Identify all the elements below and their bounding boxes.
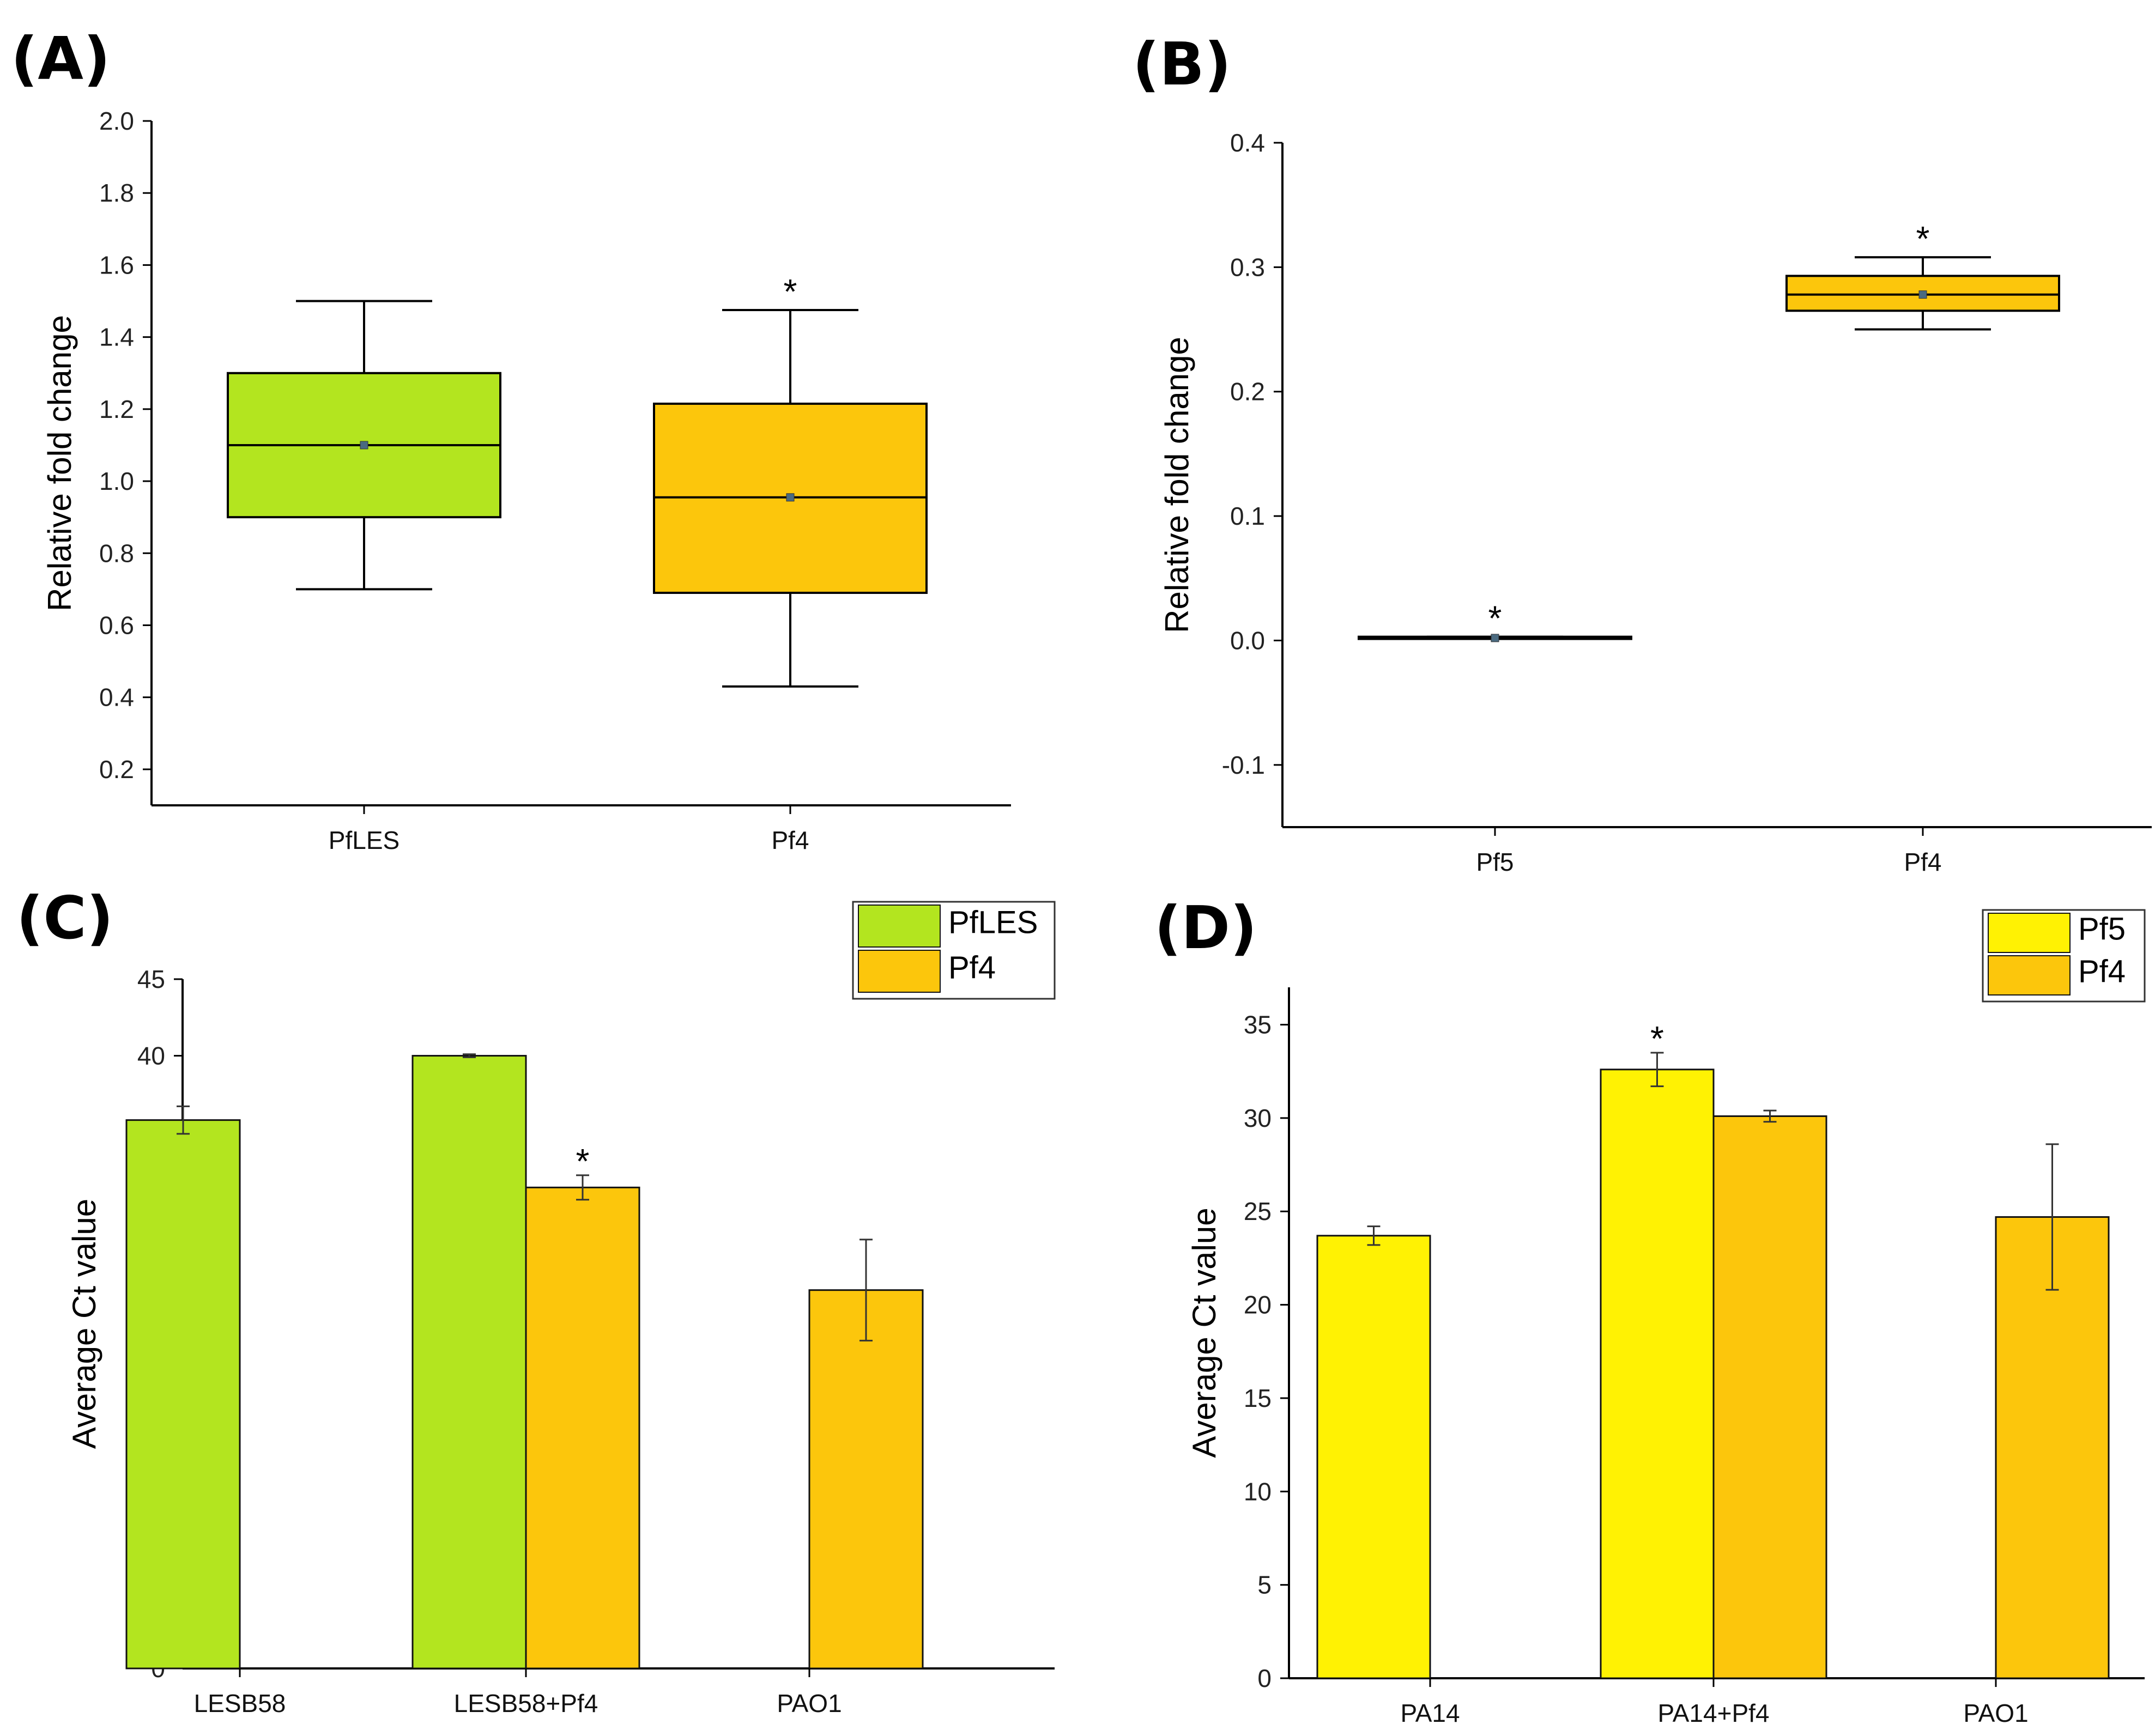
y-tick-label: 0 [1257, 1664, 1272, 1692]
y-tick-label: 0.1 [1230, 502, 1265, 530]
bar-pf5 [1316, 1235, 1431, 1679]
bar-pf4 [525, 1186, 640, 1670]
panel-label: (A) [11, 25, 110, 93]
y-tick-label: 0.0 [1230, 626, 1265, 654]
y-axis-label: Relative fold change [41, 315, 78, 611]
y-tick-label: 45 [137, 965, 165, 993]
mean-marker [786, 493, 795, 502]
panel-d: (D) 0 5 10 15 20 25 30 35 Average Ct value PA14 * PA… [1154, 894, 2146, 1727]
legend-swatch [1988, 913, 2071, 953]
x-tick-label: Pf4 [771, 826, 809, 854]
y-tick-label: 0.4 [1230, 129, 1265, 157]
significance-marker: * [576, 1142, 590, 1181]
bar-pf4 [1995, 1216, 2110, 1679]
x-tick-label: PA14+Pf4 [1657, 1699, 1769, 1727]
significance-marker: * [784, 272, 797, 311]
significance-marker: * [1650, 1019, 1664, 1058]
y-tick-label: 5 [1257, 1571, 1272, 1599]
x-tick-label: PfLES [329, 826, 399, 854]
y-tick-label: 20 [1244, 1291, 1272, 1319]
y-tick-label: 0.6 [99, 611, 134, 639]
y-tick-label: 25 [1244, 1197, 1272, 1225]
bar-pfles [411, 1055, 527, 1670]
panel-c: (C)051015202530354045Average Ct valueLES… [16, 884, 1056, 1717]
y-tick-label: 0.8 [99, 539, 134, 567]
legend-label: PfLES [948, 905, 1038, 940]
y-tick-label: 1.0 [99, 467, 134, 495]
bar-pf4 [808, 1289, 924, 1670]
y-tick-label: 0.4 [99, 683, 134, 712]
y-tick-label: 1.8 [99, 179, 134, 207]
box-pf4: * [1785, 219, 2060, 331]
y-tick-label: 40 [137, 1042, 165, 1070]
y-axis-label: Relative fold change [1159, 337, 1195, 633]
legend-swatch [858, 950, 941, 993]
y-axis-label: Average Ct value [1186, 1207, 1222, 1458]
x-tick-label: Pf5 [1476, 848, 1514, 876]
box-pf5: * [1358, 599, 1632, 642]
y-tick-label: -0.1 [1222, 751, 1265, 779]
x-tick-label: PAO1 [1963, 1699, 2028, 1727]
legend-label: Pf4 [948, 950, 996, 985]
significance-marker: * [1916, 219, 1930, 258]
significance-marker: * [1488, 599, 1502, 638]
y-tick-label: 1.6 [99, 251, 134, 279]
x-tick-label: PAO1 [777, 1689, 842, 1717]
y-tick-label: 2.0 [99, 107, 134, 135]
mean-marker [1918, 290, 1927, 299]
bar-pfles [125, 1119, 241, 1670]
legend-swatch [858, 905, 941, 948]
bar-pf5 [1600, 1069, 1715, 1679]
y-tick-label: 30 [1244, 1104, 1272, 1132]
x-tick-label: Pf4 [1904, 848, 1941, 876]
panel-b: (B) -0.1 0.0 0.1 0.2 0.3 0.4 Relative fold chan… [1133, 31, 2152, 876]
x-tick-label: PA14 [1400, 1699, 1460, 1727]
y-tick-label: 0.2 [1230, 378, 1265, 406]
y-tick-label: 15 [1244, 1384, 1272, 1412]
y-tick-label: 10 [1244, 1477, 1272, 1506]
bar-pf4 [1712, 1115, 1827, 1679]
panel-label: (C) [16, 884, 113, 952]
y-tick-label: 0.3 [1230, 253, 1265, 281]
mean-marker [1491, 634, 1499, 642]
y-axis-label: Average Ct value [66, 1199, 102, 1449]
y-tick-label: 1.2 [99, 395, 134, 423]
panel-label: (B) [1133, 31, 1231, 99]
panel-a: (A) 0.2 0.4 0.6 0.8 1.0 1.2 1.4 1.6 1.8 2.0 Relativ… [11, 25, 1011, 854]
box-pf4: * [653, 272, 928, 688]
legend: PfLES Pf4 [852, 901, 1056, 1000]
legend-label: Pf5 [2078, 911, 2126, 946]
mean-marker [360, 441, 368, 450]
y-tick-label: 1.4 [99, 323, 134, 351]
box-pfles [227, 300, 501, 591]
x-tick-label: LESB58+Pf4 [454, 1689, 598, 1717]
panel-label: (D) [1154, 894, 1257, 962]
legend-label: Pf4 [2078, 954, 2126, 989]
y-tick-label: 0.2 [99, 755, 134, 784]
x-tick-label: LESB58 [194, 1689, 286, 1717]
legend-swatch [1988, 955, 2071, 996]
y-tick-label: 35 [1244, 1011, 1272, 1039]
